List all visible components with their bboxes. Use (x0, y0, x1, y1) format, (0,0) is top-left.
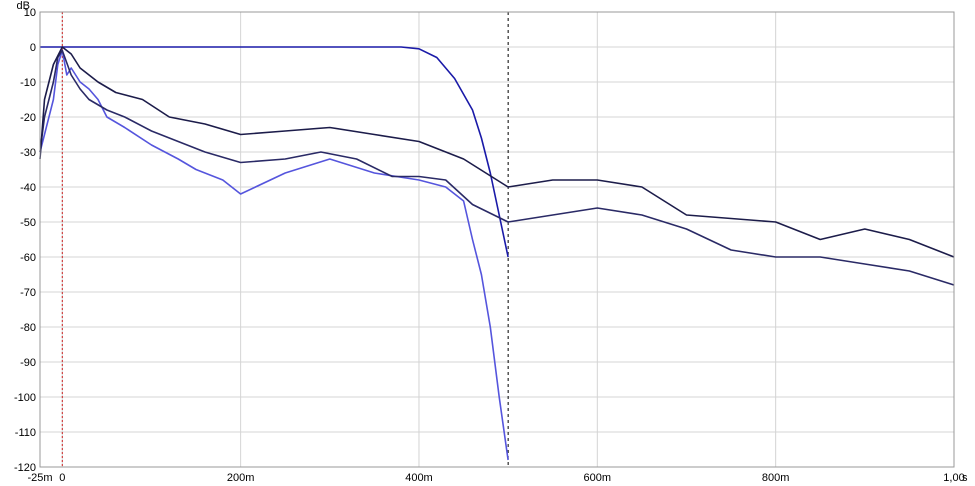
x-tick-label: 0 (59, 472, 65, 484)
y-tick-label: -110 (15, 427, 36, 439)
plot-frame (39, 11, 955, 468)
series-line (39, 49, 509, 461)
x-tick-labels: -25m 0 200m 400m 600m 800m 1,00 (27, 472, 964, 484)
x-tick-label: 200m (227, 472, 255, 484)
y-tick-label: -30 (20, 147, 36, 159)
x-unit-label: s (962, 472, 968, 484)
y-tick-label: -20 (20, 112, 36, 124)
y-tick-label: -120 (14, 462, 36, 474)
y-tick-label: 0 (30, 42, 36, 54)
y-unit-label: dB (17, 0, 30, 12)
y-tick-labels: 10 0 -10 -20 -30 -40 -50 -60 -70 -80 -90 -100 -110 -1… (14, 7, 36, 474)
y-tick-label: -10 (20, 77, 36, 89)
x-tick-label: 1,00 (943, 472, 964, 484)
y-tick-label: -60 (20, 252, 36, 264)
markers (61, 12, 509, 467)
y-tick-label: -80 (20, 322, 36, 334)
series-group (39, 46, 955, 461)
series-line (40, 46, 509, 258)
x-tick-label: 800m (762, 472, 790, 484)
y-tick-label: -90 (20, 357, 36, 369)
x-tick-label: -25m (27, 472, 52, 484)
x-tick-label: 400m (405, 472, 433, 484)
x-tick-label: 600m (584, 472, 612, 484)
y-tick-label: -40 (20, 182, 36, 194)
y-tick-label: -50 (20, 217, 36, 229)
series-line (39, 49, 955, 286)
y-tick-label: -100 (14, 392, 36, 404)
y-tick-label: 10 (24, 7, 36, 19)
y-tick-label: -70 (20, 287, 36, 299)
series-line (39, 46, 955, 258)
